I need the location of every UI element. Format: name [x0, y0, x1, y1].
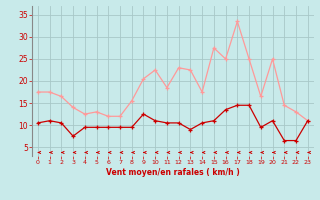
X-axis label: Vent moyen/en rafales ( km/h ): Vent moyen/en rafales ( km/h )	[106, 168, 240, 177]
